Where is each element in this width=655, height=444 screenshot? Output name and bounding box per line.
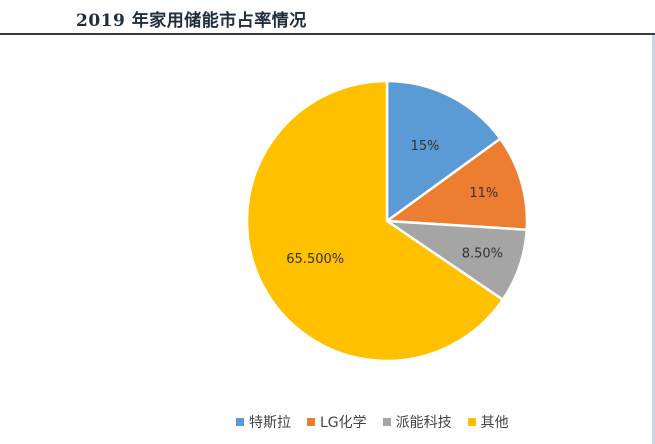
legend-item-4: 其他 <box>467 412 509 432</box>
legend-item-1: 特斯拉 <box>236 412 291 432</box>
title-divider <box>0 33 655 35</box>
legend-label: 派能科技 <box>395 415 452 431</box>
legend-label: 其他 <box>480 415 509 431</box>
legend-swatch <box>382 418 391 426</box>
legend-item-2: LG化学 <box>307 412 367 432</box>
legend-swatch <box>236 418 244 426</box>
legend: 特斯拉 LG化学 派能科技 其他 <box>236 412 509 432</box>
legend-swatch <box>467 418 476 426</box>
pie-slice-2 <box>385 137 529 232</box>
data-label-4: 65.500% <box>286 252 344 267</box>
data-label-1: 15% <box>411 139 440 154</box>
pie-slice-1 <box>385 79 502 223</box>
right-edge-divider <box>652 35 655 444</box>
pie-slice-4 <box>245 79 505 363</box>
data-label-2: 11% <box>469 186 498 201</box>
chart-title: 2019 年家用储能市占率情况 <box>76 11 307 31</box>
legend-label: LG化学 <box>320 415 367 431</box>
legend-item-3: 派能科技 <box>382 412 452 432</box>
legend-label: 特斯拉 <box>249 415 291 431</box>
legend-swatch <box>307 418 315 426</box>
data-label-3: 8.50% <box>462 247 503 262</box>
